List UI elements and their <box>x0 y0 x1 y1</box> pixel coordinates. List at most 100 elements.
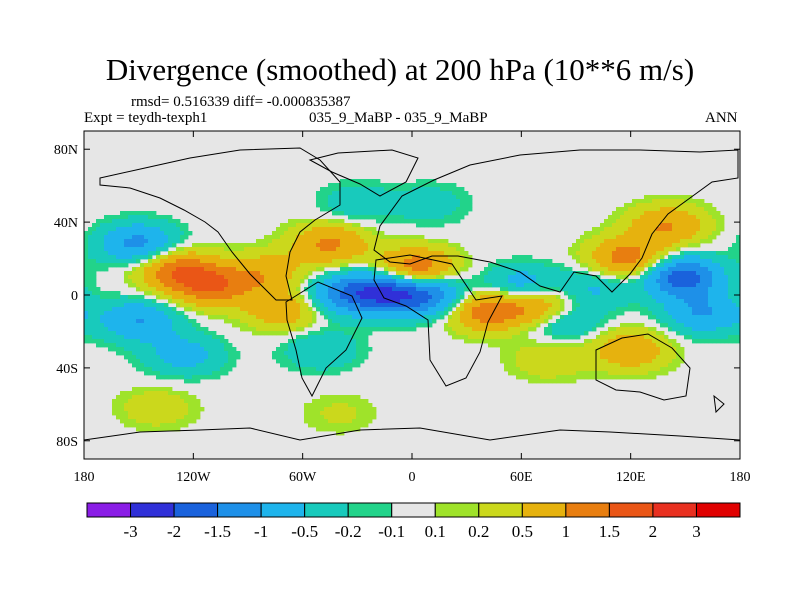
field-cell <box>648 343 653 348</box>
field-cell <box>712 215 717 220</box>
field-cell <box>392 183 397 188</box>
field-cell <box>420 275 425 280</box>
field-cell <box>636 251 641 256</box>
field-cell <box>700 331 705 336</box>
field-cell <box>244 279 249 284</box>
field-cell <box>240 315 245 320</box>
field-cell <box>200 243 205 248</box>
field-cell <box>316 243 321 248</box>
field-cell <box>580 291 585 296</box>
field-cell <box>96 339 101 344</box>
field-cell <box>660 331 665 336</box>
field-cell <box>376 311 381 316</box>
field-cell <box>188 295 193 300</box>
field-cell <box>704 295 709 300</box>
field-cell <box>536 323 541 328</box>
field-cell <box>264 271 269 276</box>
field-cell <box>256 275 261 280</box>
field-cell <box>228 279 233 284</box>
field-cell <box>456 207 461 212</box>
field-cell <box>596 307 601 312</box>
field-cell <box>332 279 337 284</box>
field-cell <box>232 251 237 256</box>
field-cell <box>236 255 241 260</box>
field-cell <box>276 275 281 280</box>
field-cell <box>240 267 245 272</box>
field-cell <box>172 223 177 228</box>
field-cell <box>704 271 709 276</box>
field-cell <box>168 283 173 288</box>
field-cell <box>664 203 669 208</box>
field-cell <box>616 275 621 280</box>
field-cell <box>624 271 629 276</box>
field-cell <box>432 311 437 316</box>
field-cell <box>192 343 197 348</box>
field-cell <box>484 323 489 328</box>
field-cell <box>692 243 697 248</box>
field-cell <box>360 271 365 276</box>
field-cell <box>396 303 401 308</box>
field-cell <box>696 275 701 280</box>
field-cell <box>552 267 557 272</box>
field-cell <box>184 303 189 308</box>
field-cell <box>260 247 265 252</box>
field-cell <box>512 287 517 292</box>
field-cell <box>340 199 345 204</box>
field-cell <box>332 303 337 308</box>
field-cell <box>364 255 369 260</box>
field-cell <box>572 303 577 308</box>
field-cell <box>672 303 677 308</box>
field-cell <box>164 315 169 320</box>
field-cell <box>352 279 357 284</box>
field-cell <box>356 203 361 208</box>
field-cell <box>528 275 533 280</box>
field-cell <box>268 275 273 280</box>
field-cell <box>548 315 553 320</box>
field-cell <box>352 187 357 192</box>
field-cell <box>436 195 441 200</box>
field-cell <box>196 287 201 292</box>
field-cell <box>412 303 417 308</box>
field-cell <box>380 263 385 268</box>
field-cell <box>344 227 349 232</box>
field-cell <box>464 191 469 196</box>
field-cell <box>624 247 629 252</box>
field-cell <box>456 299 461 304</box>
field-cell <box>336 195 341 200</box>
field-cell <box>88 275 93 280</box>
field-cell <box>568 291 573 296</box>
field-cell <box>556 271 561 276</box>
field-cell <box>216 347 221 352</box>
field-cell <box>656 271 661 276</box>
field-cell <box>128 339 133 344</box>
field-cell <box>284 343 289 348</box>
field-cell <box>428 191 433 196</box>
field-cell <box>96 219 101 224</box>
field-cell <box>732 291 737 296</box>
field-cell <box>512 311 517 316</box>
field-cell <box>368 287 373 292</box>
field-cell <box>208 347 213 352</box>
field-cell <box>152 275 157 280</box>
field-cell <box>156 279 161 284</box>
field-cell <box>172 355 177 360</box>
field-cell <box>84 315 89 320</box>
field-cell <box>716 283 721 288</box>
field-cell <box>656 223 661 228</box>
field-cell <box>552 295 557 300</box>
field-cell <box>236 355 241 360</box>
field-cell <box>536 319 541 324</box>
divergence-field <box>84 179 740 436</box>
field-cell <box>664 343 669 348</box>
field-cell <box>568 343 573 348</box>
field-cell <box>136 239 141 244</box>
field-cell <box>524 299 529 304</box>
field-cell <box>684 243 689 248</box>
field-cell <box>484 271 489 276</box>
field-cell <box>456 279 461 284</box>
field-cell <box>212 263 217 268</box>
field-cell <box>524 263 529 268</box>
field-cell <box>704 303 709 308</box>
field-cell <box>472 275 477 280</box>
